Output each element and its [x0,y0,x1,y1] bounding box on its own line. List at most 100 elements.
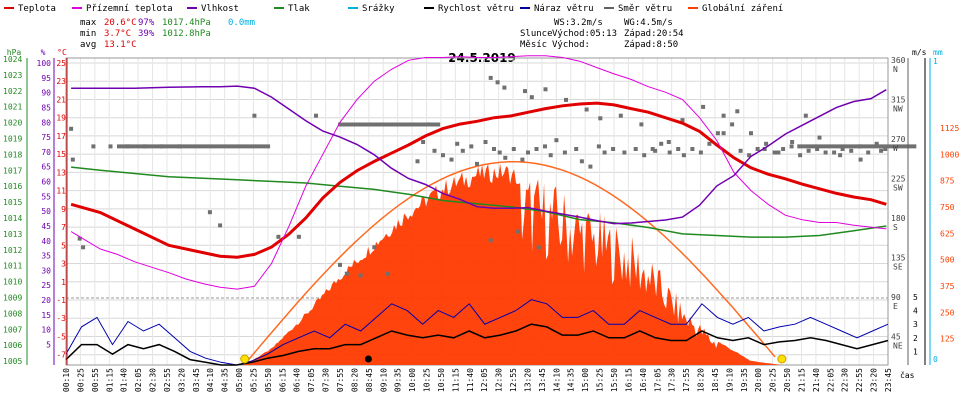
info-moon-set: Západ:8:50 [624,40,678,50]
x-tick-label: 21:15 [797,368,806,392]
wind-direction-mark [488,75,493,80]
x-tick-label: 05:25 [249,368,258,392]
stat-humidity: 97% [138,18,155,28]
legend: Teplota Přízemní teplota Vlhkost Tlak Srážky… [4,4,783,14]
wind-direction-mark [642,153,647,158]
wind-direction-mark [543,87,548,92]
radiation-tick-label: 125 [940,335,955,344]
percent-tick-label: 70 [41,148,51,157]
x-tick-label: 12:05 [480,368,489,392]
wind-direction-mark [455,141,460,146]
sunset-marker [777,354,787,364]
legend-label: Tlak [288,4,310,14]
wind-direction-mark [529,95,534,100]
x-tick-label: 01:40 [120,368,129,392]
wind-direction-mark [526,150,530,155]
x-tick-label: 04:35 [221,368,230,392]
x-tick-label: 23:20 [870,368,879,392]
legend-label: Srážky [362,4,395,14]
x-tick-label: 05:50 [264,368,273,392]
hpa-tick-label: 1011 [3,262,22,271]
hpa-tick-label: 1014 [3,214,22,223]
percent-tick-label: 65 [41,163,51,172]
wind-direction-mark [755,147,760,151]
x-tick-label: 08:20 [350,368,359,392]
legend-label: Přízemní teplota [86,4,173,14]
x-tick-label: 09:35 [394,368,403,392]
celsius-tick-label: -7 [56,351,66,360]
percent-tick-label: 80 [41,118,51,127]
hpa-tick-label: 1007 [3,325,22,334]
wind-direction-mark [523,89,527,94]
hpa-tick-label: 1019 [3,135,22,144]
percent-tick-label: 60 [41,178,51,187]
radiation-tick-label: 500 [940,256,955,265]
wind-direction-mark [874,141,879,146]
wind-direction-mark [449,157,454,162]
x-tick-label: 06:40 [293,368,302,392]
wind-direction-mark [77,236,82,241]
wind-direction-mark [803,113,808,118]
wind-direction-mark [858,157,863,162]
wind-direction-mark [676,147,681,151]
celsius-tick-label: 5 [61,241,66,250]
wind-direction-mark [548,153,553,158]
ms-tick-label: 4 [913,307,918,316]
x-tick-label: 15:25 [596,368,605,392]
wind-direction-mark [502,85,507,90]
hpa-tick-label: 1006 [3,341,22,350]
x-tick-label: 22:05 [826,368,835,392]
x-tick-label: 00:55 [91,368,100,392]
wind-direction-mark [633,147,638,151]
hpa-tick-label: 1012 [3,246,22,255]
wind-direction-mark [789,144,794,149]
info-moon-rise: Východ: [552,40,590,50]
direction-tick-compass: S [893,223,898,232]
stat-pressure: 1012.8hPa [162,29,211,39]
wind-direction-mark [314,113,318,118]
percent-tick-label: 50 [41,207,51,216]
legend-label: Směr větru [618,4,672,14]
x-tick-label: 16:40 [639,368,648,392]
wind-direction-mark [832,150,837,155]
x-tick-label: 02:55 [163,368,172,392]
wind-direction-mark [840,147,845,151]
wind-direction-mark [747,153,752,158]
wind-direction-mark [701,104,706,109]
wind-direction-mark [764,141,769,146]
x-tick-label: 22:30 [841,368,850,392]
percent-tick-label: 95 [41,74,51,83]
wind-direction-mark [554,138,559,143]
wind-direction-mark [584,107,589,112]
wind-direction-mark [588,164,593,169]
wind-direction-mark [781,147,786,151]
x-tick-label: 11:40 [466,368,475,392]
ground-temperature-line [70,55,887,290]
stat-pressure: 1017.4hPa [162,18,211,28]
celsius-tick-label: 13 [56,168,66,177]
wind-direction-mark [503,155,508,160]
x-tick-label: 15:50 [610,368,619,392]
celsius-tick-label: 11 [56,187,66,196]
wind-direction-mark [776,150,781,155]
x-tick-label: 17:05 [653,368,662,392]
direction-tick-degree: 315 [891,96,906,105]
percent-tick-label: 10 [41,326,51,335]
hpa-tick-label: 1017 [3,166,22,175]
wind-direction-mark [492,147,496,151]
wind-direction-mark [372,245,377,250]
radiation-tick-label: 250 [940,308,955,317]
x-tick-label: 12:30 [495,368,504,392]
plot-area [65,55,917,366]
wind-direction-mark [838,153,843,158]
ms-tick-label: 1 [913,347,918,356]
x-tick-label: 01:15 [105,368,114,392]
wind-speed-line [65,323,889,366]
x-tick-label: 20:50 [783,368,792,392]
x-tick-label: 19:35 [740,368,749,392]
wind-direction-mark [441,153,445,158]
wind-direction-mark [639,122,644,127]
x-tick-label: 00:10 [62,368,71,392]
stat-temp: 20.6°C [104,18,137,28]
